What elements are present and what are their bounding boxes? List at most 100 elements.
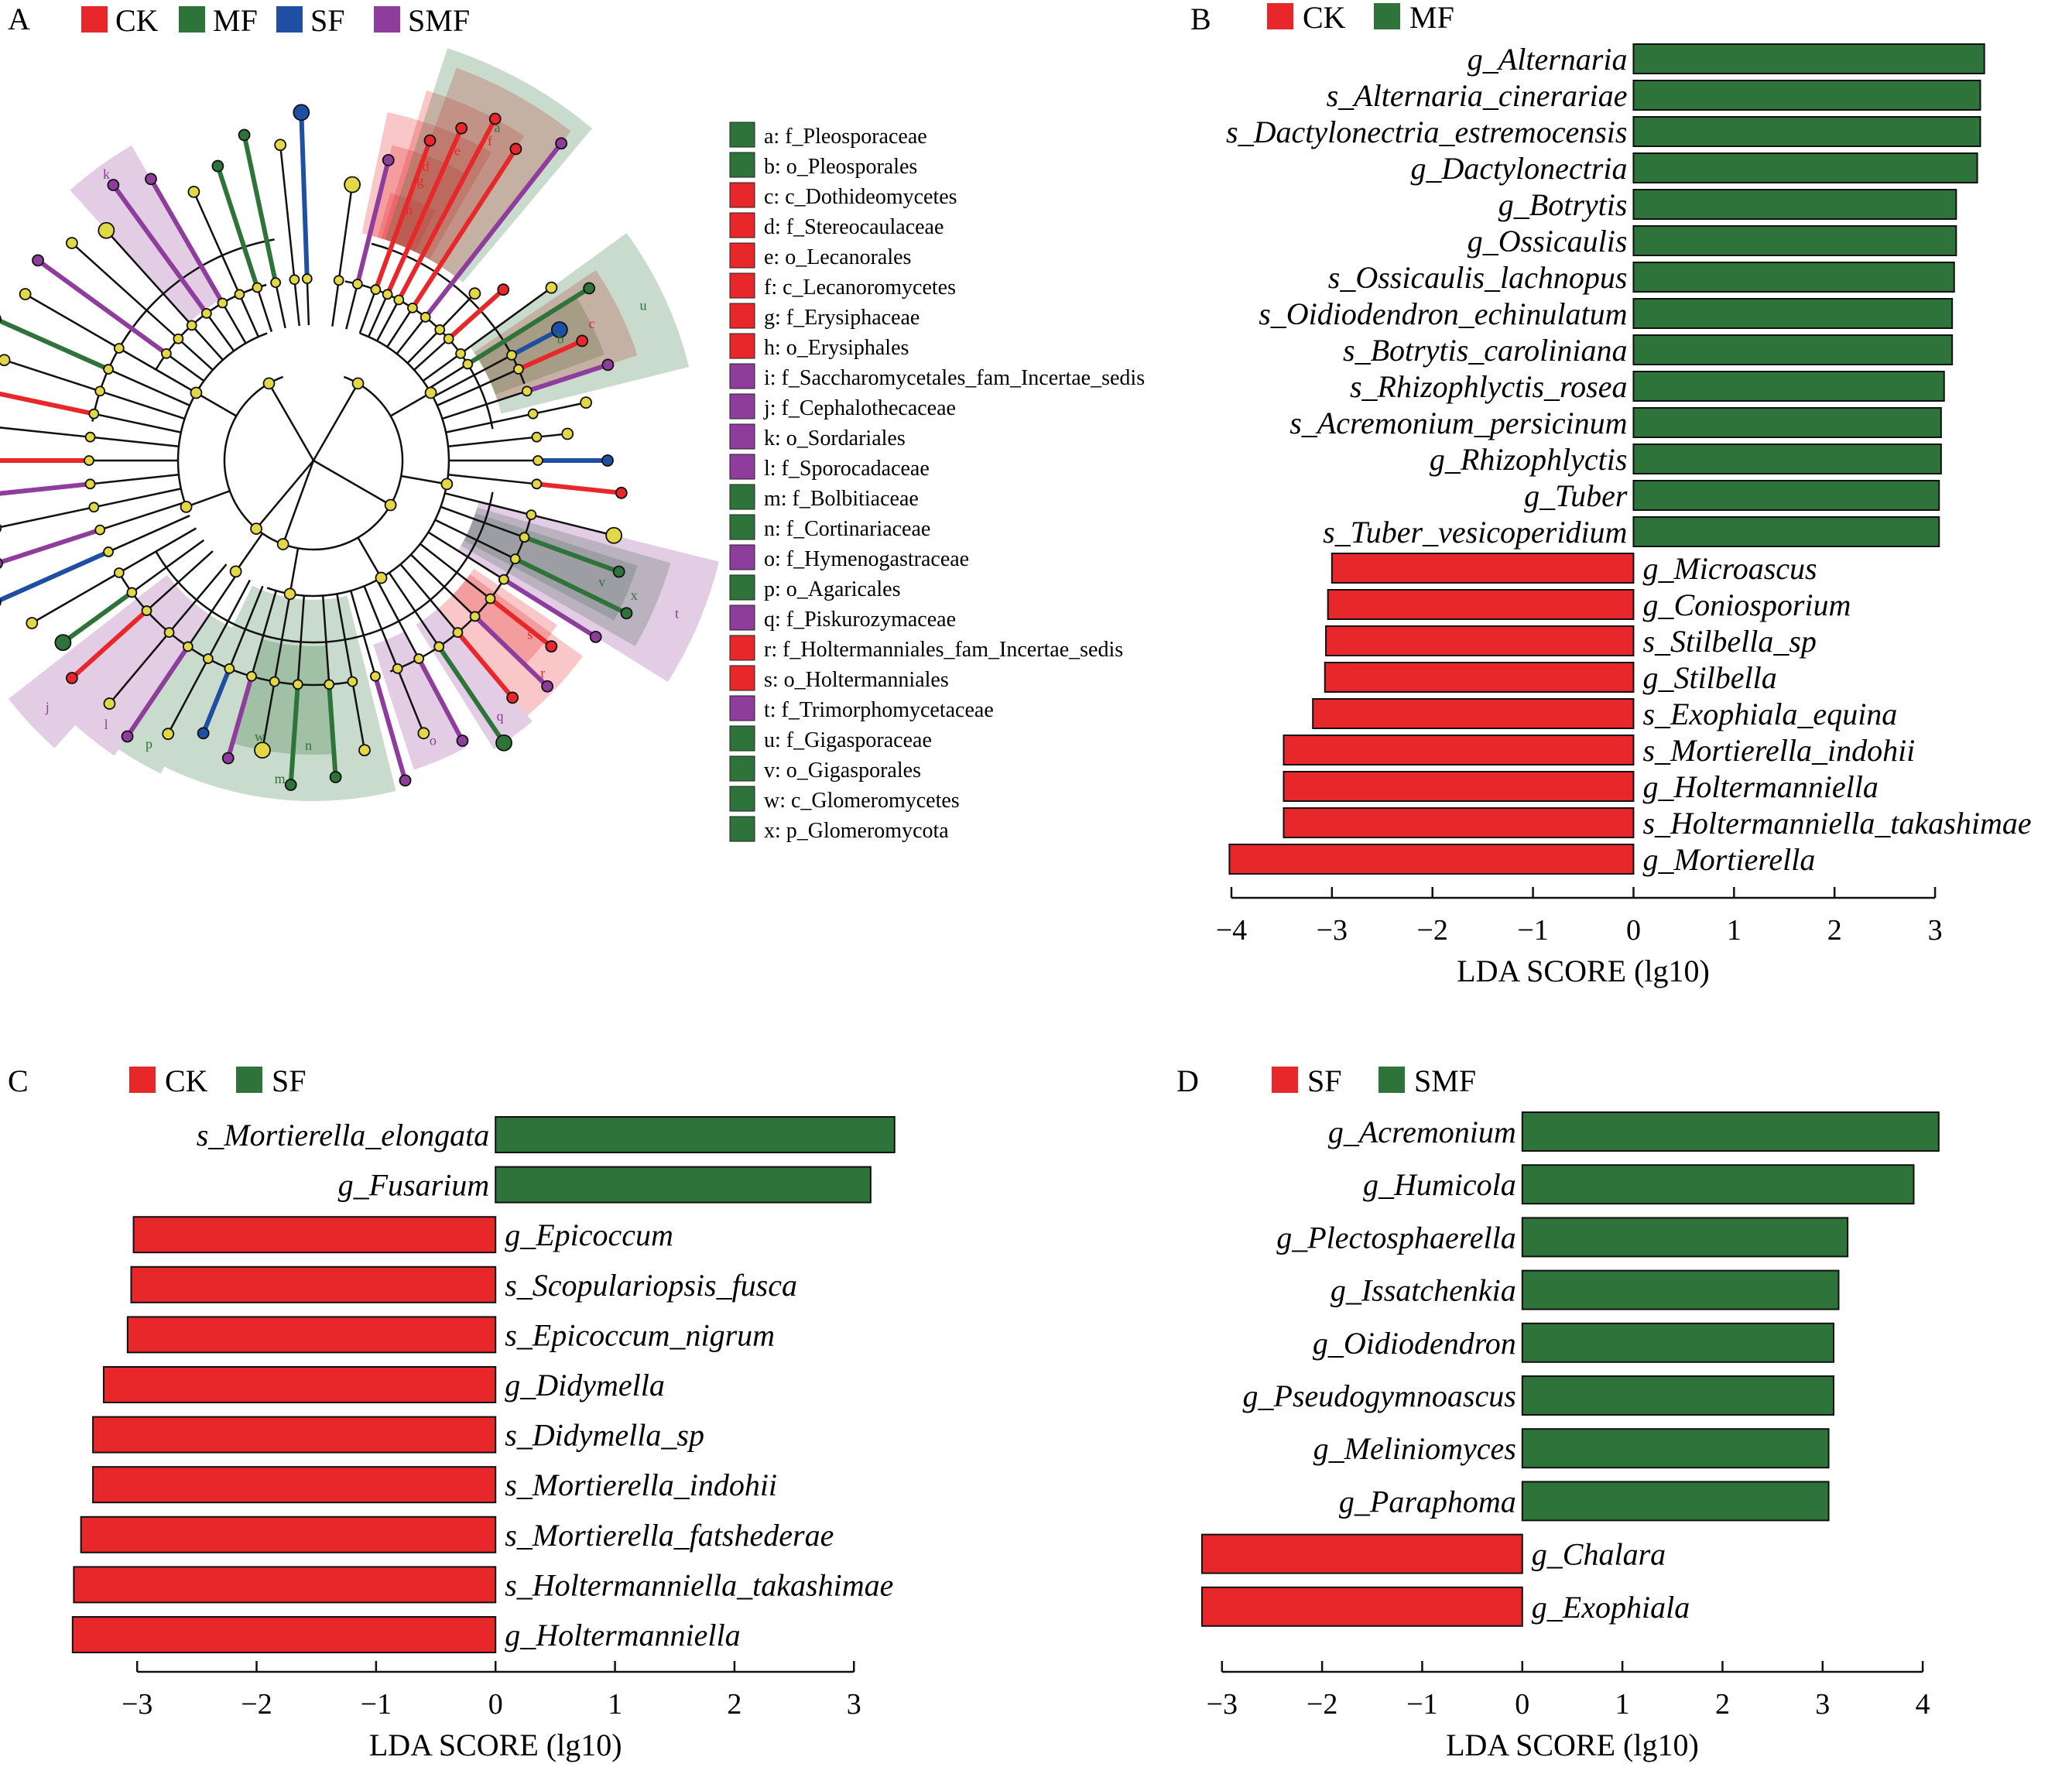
- key-item: u: f_Gigasporaceae: [764, 728, 932, 752]
- clade-node: [84, 431, 96, 443]
- bar: [1228, 844, 1635, 875]
- bar: [92, 1466, 497, 1504]
- sector-letter-p: p: [146, 736, 152, 752]
- bar-label: s_Holtermanniella_takashimae: [505, 1567, 893, 1602]
- panel-c: C CK SF s_Mortierella_elongata g_Fusarium g_…: [8, 1063, 896, 1762]
- bar-label: g_Plectosphaerella: [1276, 1220, 1516, 1255]
- clade-node: [217, 297, 228, 309]
- clade-node: [417, 727, 430, 740]
- panel-c-chart: CK SF s_Mortierella_elongata g_Fusarium g_Ep…: [71, 1063, 896, 1762]
- bar: [1632, 407, 1942, 438]
- legend-label-ck: CK: [165, 1063, 208, 1098]
- clade-node: [0, 314, 2, 323]
- clade-node: [19, 288, 32, 300]
- clade-node: [456, 735, 469, 747]
- clade-node: [455, 348, 467, 359]
- clade-node: [423, 134, 437, 147]
- bar: [92, 1416, 497, 1454]
- clade-branch: [336, 594, 354, 682]
- clade-node: [399, 774, 412, 787]
- highlight-sector-h: [377, 192, 436, 252]
- clade-node: [601, 358, 615, 372]
- clade-node: [88, 408, 100, 420]
- highlight-sector-s: [452, 568, 558, 665]
- clade-branch: [447, 287, 505, 341]
- clade-arc: [176, 332, 268, 508]
- key-item: d: f_Stereocaulaceae: [764, 215, 944, 239]
- highlight-sector-p: [118, 614, 232, 774]
- clade-node: [238, 128, 251, 142]
- key-swatch: [729, 635, 755, 661]
- key-item: o: f_Hymenogastraceae: [764, 547, 969, 571]
- clade-branch: [299, 112, 310, 279]
- clade-branch: [386, 307, 414, 348]
- clade-branch: [358, 289, 377, 334]
- sector-letter-f: f: [488, 133, 492, 149]
- clade-branch: [396, 668, 425, 734]
- bar-label: g_Exophiala: [1532, 1590, 1690, 1625]
- x-tick-label: −2: [1307, 1688, 1337, 1721]
- clade-node: [113, 567, 125, 578]
- bar-label: g_Ossicaulis: [1468, 224, 1628, 259]
- key-item: s: o_Holtermanniales: [764, 668, 949, 692]
- bar: [1312, 698, 1635, 729]
- clade-branch: [235, 533, 264, 573]
- x-tick-label: −4: [1216, 914, 1247, 947]
- key-swatch: [729, 665, 755, 691]
- x-tick-label: 2: [727, 1688, 741, 1721]
- clade-branch: [274, 282, 286, 329]
- bar-label: s_Alternaria_cinerariae: [1327, 78, 1628, 113]
- sector-letter-s: s: [527, 627, 533, 642]
- x-tick-label: −3: [122, 1688, 152, 1721]
- clade-branch: [296, 595, 306, 685]
- clade-node: [269, 676, 280, 687]
- clade-branch: [406, 329, 441, 364]
- highlight-sector-m: [164, 585, 396, 801]
- clade-branch: [261, 681, 276, 751]
- clade-node: [200, 307, 212, 319]
- key-swatch: [729, 363, 755, 389]
- highlight-sector-b: [478, 296, 604, 395]
- x-tick-label: 1: [1727, 914, 1742, 947]
- clade-branch: [312, 382, 359, 461]
- key-item: t: f_Trimorphomycetaceae: [764, 698, 994, 722]
- panel-d-letter: D: [1176, 1063, 1199, 1098]
- clade-branch: [36, 258, 168, 356]
- bar: [1283, 771, 1635, 802]
- clade-branch: [288, 684, 300, 786]
- bar-label: g_Humicola: [1363, 1167, 1516, 1202]
- clade-node: [541, 680, 554, 693]
- clade-node: [121, 730, 134, 743]
- clade-branch: [422, 352, 461, 382]
- clade-branch: [427, 531, 505, 580]
- clade-branch: [456, 631, 515, 700]
- key-swatch: [729, 423, 755, 450]
- sector-letter-k: k: [103, 166, 110, 182]
- x-tick-label: 0: [488, 1688, 503, 1721]
- clade-branch: [410, 553, 476, 618]
- bar-label: g_Botrytis: [1498, 187, 1628, 222]
- clade-node: [276, 538, 289, 550]
- key-swatch: [729, 544, 755, 570]
- bar: [1521, 1428, 1830, 1469]
- key-swatch: [729, 393, 755, 420]
- clade-node: [509, 142, 522, 156]
- highlight-sector-q: [416, 608, 533, 750]
- clade-branch: [0, 527, 101, 565]
- clade-node: [358, 744, 371, 757]
- bar-label: g_Paraphoma: [1339, 1484, 1516, 1519]
- clade-branch: [273, 594, 291, 682]
- clade-branch: [337, 184, 354, 281]
- clade-node: [301, 273, 313, 285]
- clade-node: [103, 364, 114, 375]
- clade-branch: [0, 318, 110, 372]
- clade-branch: [289, 548, 300, 594]
- clade-branch: [533, 401, 587, 415]
- x-axis-title: LDA SCORE (lg10): [369, 1728, 622, 1762]
- sector-letter-t: t: [675, 605, 679, 621]
- bar: [80, 1515, 497, 1553]
- sector-letter-x: x: [631, 587, 638, 603]
- clade-node: [0, 598, 2, 607]
- clade-branch: [376, 299, 400, 342]
- clade-node: [424, 386, 437, 399]
